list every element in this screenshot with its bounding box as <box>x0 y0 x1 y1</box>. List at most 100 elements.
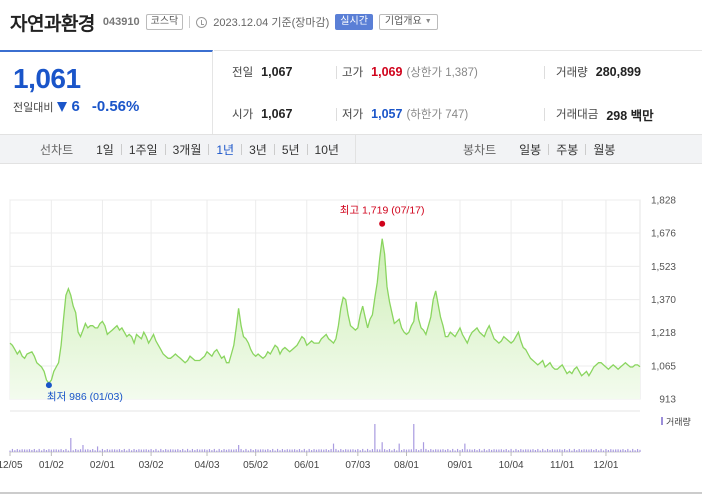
candle-chart-tabs: 봉차트 일봉 주봉 월봉 <box>463 141 622 158</box>
realtime-button[interactable]: 실시간 <box>335 14 373 30</box>
volume-bar <box>306 450 308 452</box>
quote-row: 시가 1,067 저가 1,057 (하한가 747) 거래대금 298 백만 <box>214 93 702 135</box>
volume-bar <box>466 449 468 452</box>
volume-bar <box>461 449 464 452</box>
volume-bar <box>437 449 439 452</box>
volume-bar <box>189 450 191 452</box>
tab-candle_periods-0[interactable]: 일봉 <box>519 142 542 157</box>
tab-divider <box>164 143 166 155</box>
change-label: 전일대비 <box>13 101 54 114</box>
volume-bar <box>571 450 573 452</box>
volume-bar <box>247 450 249 452</box>
change-value: 6 <box>71 98 80 115</box>
volume-bar <box>403 449 405 452</box>
volume-bar <box>573 448 575 452</box>
volume-bar <box>539 450 541 452</box>
volume-bar <box>415 449 417 452</box>
volume-bar <box>272 448 274 452</box>
market-badge: 코스닥 <box>145 14 184 30</box>
volume-bar <box>328 450 330 452</box>
volume-bar <box>284 449 286 452</box>
volume-bar <box>537 448 539 452</box>
company-overview-button[interactable]: 기업개요 ▼ <box>378 14 438 30</box>
volume-bar <box>99 450 101 452</box>
volume-bar <box>408 449 410 452</box>
volume-bar <box>172 449 174 452</box>
volume-bar <box>366 448 369 452</box>
volume-bar <box>456 448 459 452</box>
volume-bar <box>216 450 218 452</box>
volume-bar <box>50 449 52 452</box>
volume-bar <box>293 449 296 452</box>
volume-bar <box>72 450 74 452</box>
volume-bar <box>286 449 288 452</box>
volume-bar <box>70 438 72 452</box>
volume-bar <box>53 449 55 452</box>
tab-line_periods-2[interactable]: 3개월 <box>172 142 202 157</box>
volume-bar <box>478 448 481 452</box>
volume-bar <box>610 449 612 452</box>
volume-bar <box>435 449 437 452</box>
volume-bar <box>532 449 534 452</box>
volume-bar <box>566 450 568 452</box>
volume-bar <box>612 449 614 452</box>
volume-bar <box>349 449 352 452</box>
volume-bar <box>264 449 267 452</box>
price-area <box>10 238 640 399</box>
tab-candle_periods-2[interactable]: 월봉 <box>593 142 616 157</box>
volume-bar <box>79 449 82 452</box>
volume-bar <box>211 450 213 452</box>
tab-line_periods-6[interactable]: 10년 <box>314 142 339 157</box>
tab-line_periods-3[interactable]: 1년 <box>216 142 235 157</box>
volume-bar <box>503 449 505 452</box>
y-tick-label: 1,065 <box>651 361 676 372</box>
x-tick-label: 08/01 <box>394 460 419 471</box>
volume-bar <box>126 450 128 452</box>
price-change: 전일대비 6 -0.56% <box>13 98 212 115</box>
volume-bar <box>627 448 629 452</box>
volume-bar <box>590 449 592 452</box>
volume-bar <box>634 450 636 452</box>
volume-bar <box>371 449 374 452</box>
volume-bar <box>221 450 223 452</box>
tab-line_periods-0[interactable]: 1일 <box>96 142 114 157</box>
volume-bar <box>65 448 67 452</box>
volume-bar <box>296 449 298 452</box>
volume-bar <box>33 448 35 452</box>
tab-line_periods-4[interactable]: 3년 <box>249 142 267 157</box>
volume-bar <box>598 450 600 452</box>
down-arrow-icon <box>57 101 68 112</box>
volume-bar <box>607 449 609 452</box>
volume-legend-swatch <box>661 417 663 425</box>
price-chart[interactable]: 913 1,065 1,218 1,370 1,523 1,676 1,828 최고 1,71… <box>0 184 702 497</box>
volume-bar <box>245 448 247 452</box>
volume-bar <box>369 450 371 452</box>
x-tick-label: 10/04 <box>499 460 524 471</box>
volume-bar <box>335 448 337 452</box>
volume-bar <box>16 449 18 452</box>
volume-bar <box>94 450 96 452</box>
tab-line_periods-1[interactable]: 1주일 <box>128 142 158 157</box>
volume-bar <box>82 445 84 452</box>
volume-bar <box>583 449 585 452</box>
volume-bar <box>576 450 578 452</box>
volume-bar <box>354 449 357 452</box>
tab-line_periods-5[interactable]: 5년 <box>281 142 300 157</box>
divider <box>544 65 545 79</box>
x-tick-label: 06/01 <box>294 460 319 471</box>
volume-bar <box>274 450 276 452</box>
y-tick-label: 1,370 <box>651 295 676 306</box>
volume-bar <box>31 449 33 452</box>
tab-candle_periods-1[interactable]: 주봉 <box>556 142 579 157</box>
quote-summary: 전일 1,067 고가 1,069 (상한가 1,387) 거래량 280,89… <box>214 50 702 134</box>
tab-divider <box>306 143 308 155</box>
volume-bar <box>318 449 320 452</box>
volume-bar <box>233 449 235 452</box>
volume-bar <box>308 448 310 452</box>
tab-divider <box>120 143 122 155</box>
volume-bar <box>223 449 225 452</box>
volume-bar <box>473 449 476 452</box>
y-tick-label: 1,523 <box>651 262 676 273</box>
volume-bar <box>505 449 507 452</box>
high-annotation: 최고 1,719 (07/17) <box>340 205 425 217</box>
